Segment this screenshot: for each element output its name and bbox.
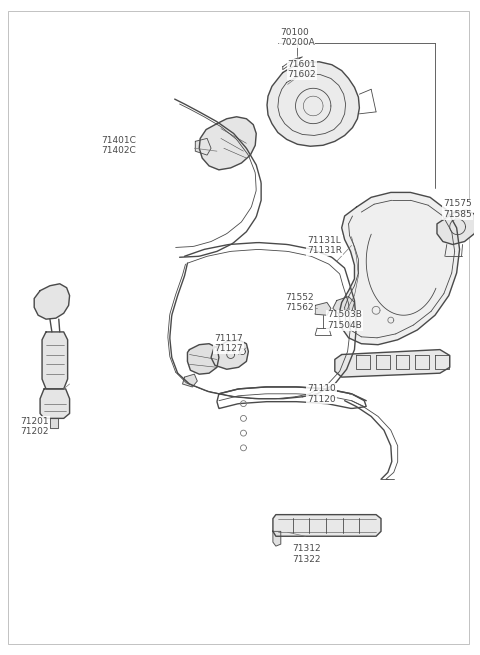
- Text: 71575
71585: 71575 71585: [443, 199, 472, 219]
- Polygon shape: [273, 531, 281, 546]
- Polygon shape: [188, 344, 219, 374]
- Text: 70100
70200A: 70100 70200A: [280, 28, 314, 47]
- Polygon shape: [315, 303, 331, 315]
- Polygon shape: [182, 374, 197, 387]
- Polygon shape: [333, 297, 354, 314]
- Text: 71131L
71131R: 71131L 71131R: [307, 236, 342, 255]
- Polygon shape: [34, 284, 70, 319]
- Text: 71201
71202: 71201 71202: [21, 417, 49, 436]
- Polygon shape: [50, 419, 58, 428]
- Text: 71117
71127: 71117 71127: [214, 334, 243, 354]
- Text: 71503B
71504B: 71503B 71504B: [327, 310, 362, 330]
- Polygon shape: [335, 350, 450, 377]
- Polygon shape: [211, 340, 248, 369]
- Text: 71401C
71402C: 71401C 71402C: [101, 136, 136, 155]
- Text: 71110
71120: 71110 71120: [307, 384, 336, 403]
- Text: 71312
71322: 71312 71322: [293, 544, 321, 564]
- Polygon shape: [42, 332, 68, 389]
- Polygon shape: [199, 117, 256, 170]
- Polygon shape: [195, 138, 211, 155]
- Polygon shape: [273, 515, 381, 536]
- Text: 71601
71602: 71601 71602: [288, 60, 316, 79]
- Polygon shape: [267, 62, 360, 146]
- Text: 71552
71562: 71552 71562: [286, 293, 314, 312]
- Polygon shape: [437, 210, 477, 244]
- Polygon shape: [339, 193, 459, 345]
- Polygon shape: [40, 389, 70, 419]
